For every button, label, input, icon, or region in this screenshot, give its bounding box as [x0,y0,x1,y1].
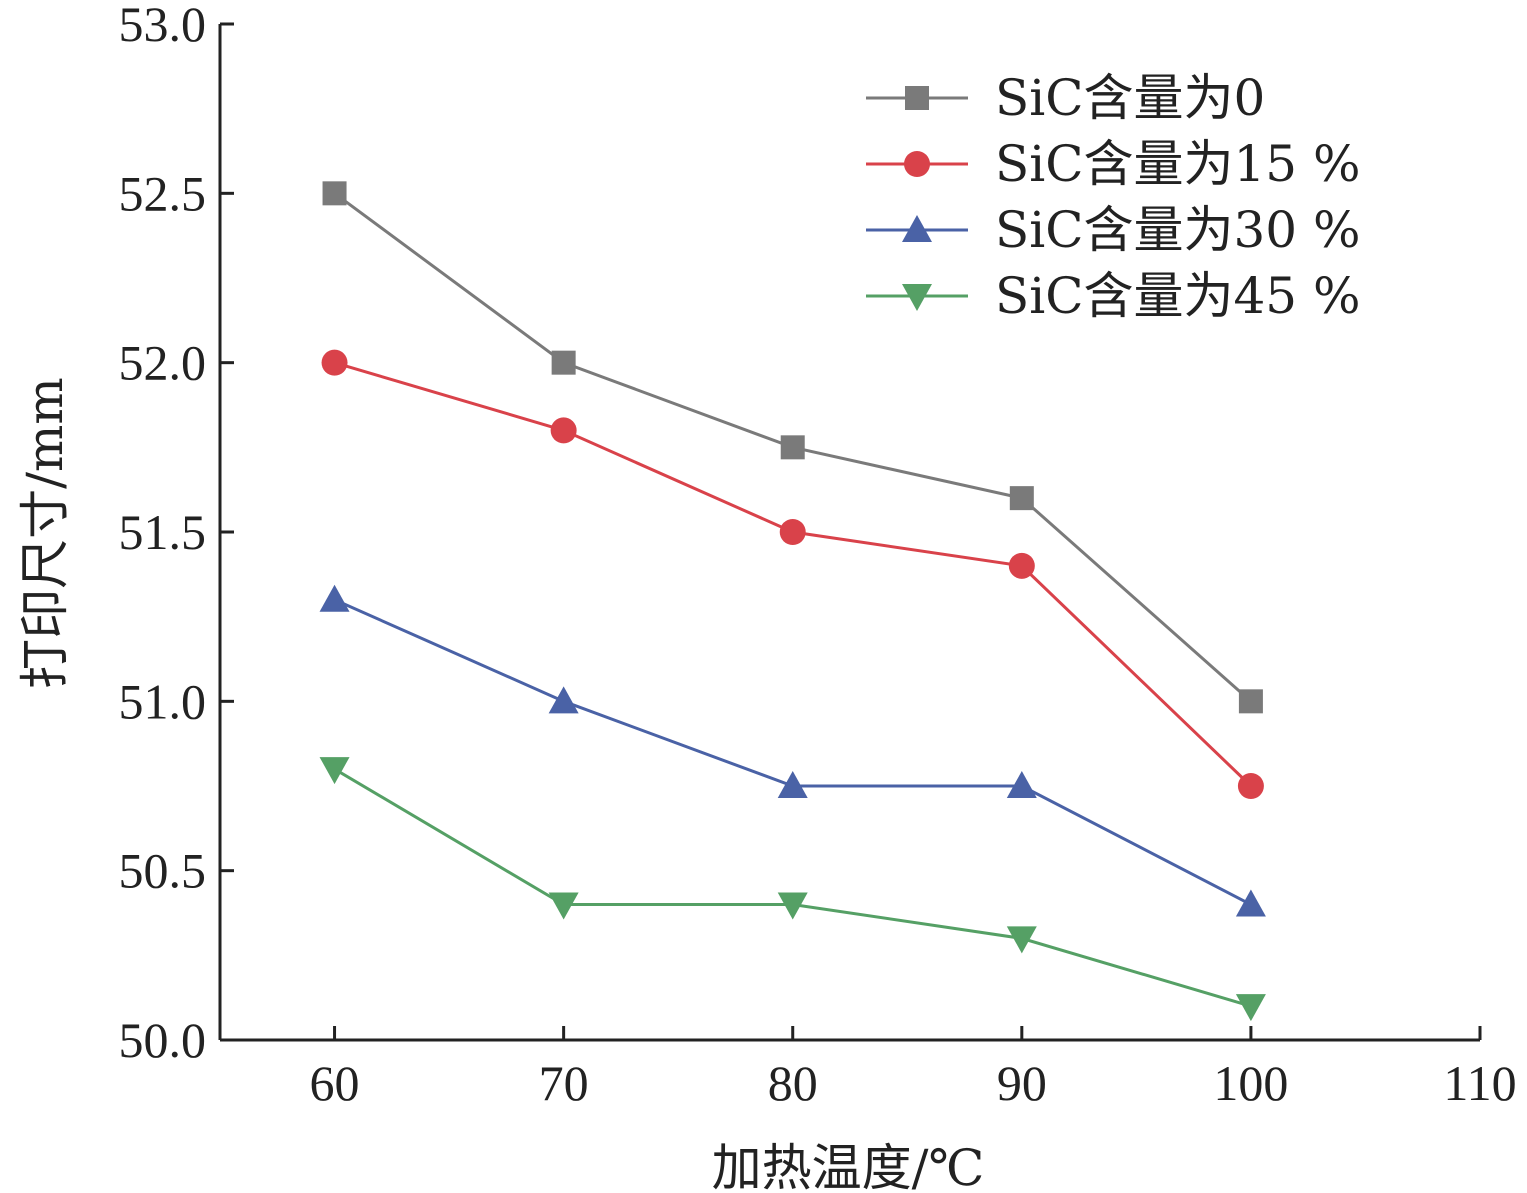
x-tick-label: 90 [997,1055,1047,1111]
data-point [548,686,579,714]
data-point [780,435,805,460]
y-axis-title: 打印尺寸/mm [16,377,74,689]
legend-item: SiC含量为0 [866,69,1265,127]
series-line [334,361,1252,788]
legend-marker [904,151,930,177]
y-tick-label: 51.5 [119,504,207,560]
x-tick-label: 70 [539,1055,589,1111]
series-3 [319,584,1266,917]
legend-marker [902,215,932,242]
data-point [551,350,576,375]
series-4 [319,757,1266,1022]
data-point [319,757,350,785]
data-point [1235,889,1266,917]
axes: 50.0 50.5 51.0 51.5 52.0 52.5 53.0 60 70 80 90 100 1… [119,0,1517,1111]
series-line [333,598,1252,906]
legend-item: SiC含量为15 % [866,135,1361,193]
data-point [1008,552,1035,579]
data-point [548,892,579,920]
data-point [321,349,348,376]
data-point [1235,994,1266,1022]
data-point [1009,486,1034,511]
series-2 [321,349,1264,799]
y-tick-label: 51.0 [119,673,207,729]
data-point [1006,926,1037,954]
y-tick-label: 50.0 [119,1012,207,1068]
x-axis-title: 加热温度/℃ [712,1139,985,1193]
legend-item: SiC含量为30 % [866,201,1361,259]
data-point [322,181,347,206]
data-point [1238,689,1263,714]
y-tick-label: 52.5 [119,165,207,221]
legend-label: SiC含量为45 % [995,267,1361,325]
data-point [1006,771,1037,798]
legend-marker [902,284,932,311]
legend-label: SiC含量为15 % [995,135,1361,193]
legend-marker [905,86,929,110]
y-tick-label: 52.0 [119,335,207,391]
y-tick-label: 50.5 [119,843,207,899]
y-tick-label: 53.0 [119,0,207,52]
x-tick-label: 110 [1443,1055,1516,1111]
series-layer [319,181,1266,1022]
series-1 [322,181,1263,714]
x-tick-label: 100 [1213,1055,1288,1111]
data-point [777,892,808,920]
legend-item: SiC含量为45 % [866,267,1361,325]
x-tick-label: 60 [310,1055,360,1111]
data-point [777,771,808,798]
legend: SiC含量为0 SiC含量为15 % SiC含量为30 % SiC含量为45 % [866,69,1361,325]
series-line [333,767,1252,1008]
x-tick-label: 80 [768,1055,818,1111]
data-point [779,519,806,545]
legend-label: SiC含量为0 [995,69,1265,127]
data-point [550,417,577,444]
data-point [319,584,350,612]
data-point [1237,773,1264,799]
y-axis-title-group: 打印尺寸/mm [16,377,74,689]
legend-label: SiC含量为30 % [995,201,1361,259]
